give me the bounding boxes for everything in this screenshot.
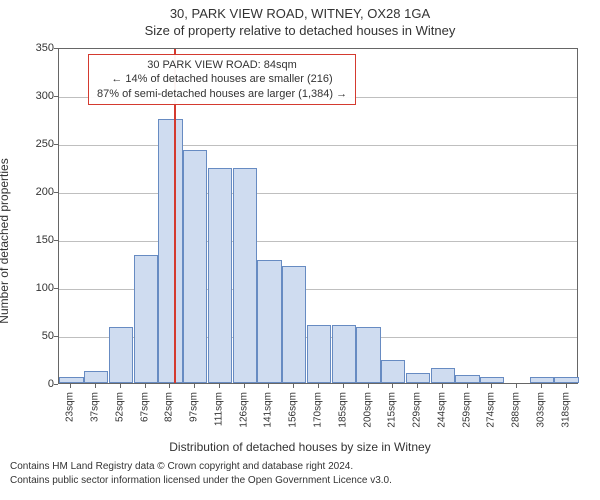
xtick-label: 185sqm xyxy=(337,392,348,428)
xtick-mark xyxy=(268,384,269,388)
histogram-bar xyxy=(431,368,455,383)
xtick-label: 141sqm xyxy=(263,392,274,428)
histogram-bar xyxy=(84,371,108,383)
xtick-label: 126sqm xyxy=(238,392,249,428)
xtick-mark xyxy=(70,384,71,388)
xtick-mark xyxy=(293,384,294,388)
xtick-label: 259sqm xyxy=(461,392,472,428)
ytick-label: 250 xyxy=(14,138,54,150)
xtick-label: 111sqm xyxy=(213,392,224,426)
gridline xyxy=(59,241,577,242)
histogram-bar xyxy=(332,325,356,383)
histogram-bar xyxy=(257,260,281,383)
footer-line-1: Contains HM Land Registry data © Crown c… xyxy=(10,460,590,474)
xtick-label: 67sqm xyxy=(139,392,150,422)
xtick-label: 318sqm xyxy=(560,392,571,428)
footer-credits: Contains HM Land Registry data © Crown c… xyxy=(0,454,600,487)
footer-line-2: Contains public sector information licen… xyxy=(10,474,590,488)
histogram-bar xyxy=(59,377,83,383)
xtick-mark xyxy=(491,384,492,388)
xtick-mark xyxy=(244,384,245,388)
xtick-mark xyxy=(417,384,418,388)
xtick-mark xyxy=(169,384,170,388)
histogram-bar xyxy=(381,360,405,383)
histogram-bar xyxy=(455,375,479,383)
histogram-bar xyxy=(282,266,306,383)
histogram-bar xyxy=(480,377,504,383)
xtick-label: 200sqm xyxy=(362,392,373,428)
xtick-mark xyxy=(541,384,542,388)
ytick-label: 300 xyxy=(14,90,54,102)
histogram-bar xyxy=(208,168,232,383)
xtick-mark xyxy=(145,384,146,388)
xtick-label: 97sqm xyxy=(189,392,200,422)
annotation-line-3: 87% of semi-detached houses are larger (… xyxy=(97,87,347,101)
histogram-bar xyxy=(134,255,158,383)
xtick-mark xyxy=(95,384,96,388)
xtick-mark xyxy=(442,384,443,388)
xtick-label: 244sqm xyxy=(436,392,447,428)
gridline xyxy=(59,145,577,146)
xtick-mark xyxy=(194,384,195,388)
xtick-mark xyxy=(566,384,567,388)
xtick-mark xyxy=(343,384,344,388)
ytick-label: 350 xyxy=(14,42,54,54)
xtick-label: 52sqm xyxy=(114,392,125,422)
xtick-mark xyxy=(392,384,393,388)
xtick-mark xyxy=(368,384,369,388)
histogram-bar xyxy=(233,168,257,383)
xtick-label: 288sqm xyxy=(511,392,522,428)
ytick-label: 50 xyxy=(14,330,54,342)
xtick-mark xyxy=(318,384,319,388)
annotation-line-1: 30 PARK VIEW ROAD: 84sqm xyxy=(97,58,347,72)
ytick-label: 150 xyxy=(14,234,54,246)
xtick-label: 303sqm xyxy=(535,392,546,428)
xtick-label: 23sqm xyxy=(65,392,76,422)
xtick-label: 274sqm xyxy=(486,392,497,428)
xtick-label: 170sqm xyxy=(313,392,324,428)
xtick-mark xyxy=(219,384,220,388)
histogram-bar xyxy=(554,377,578,383)
ytick-label: 0 xyxy=(14,378,54,390)
histogram-bar xyxy=(109,327,133,383)
annotation-box: 30 PARK VIEW ROAD: 84sqm ← 14% of detach… xyxy=(88,54,356,105)
x-axis-title: Distribution of detached houses by size … xyxy=(0,440,600,454)
histogram-bar xyxy=(307,325,331,383)
y-axis-title: Number of detached properties xyxy=(0,76,11,241)
histogram-bar xyxy=(356,327,380,383)
xtick-mark xyxy=(516,384,517,388)
histogram-bar xyxy=(530,377,554,383)
chart-title-sub: Size of property relative to detached ho… xyxy=(0,21,600,42)
xtick-label: 82sqm xyxy=(164,392,175,422)
xtick-label: 229sqm xyxy=(412,392,423,428)
xtick-label: 156sqm xyxy=(288,392,299,428)
xtick-mark xyxy=(120,384,121,388)
histogram-bar xyxy=(406,373,430,383)
annotation-line-2: ← 14% of detached houses are smaller (21… xyxy=(97,72,347,86)
xtick-mark xyxy=(467,384,468,388)
ytick-mark xyxy=(54,384,58,385)
ytick-label: 100 xyxy=(14,282,54,294)
chart-title-main: 30, PARK VIEW ROAD, WITNEY, OX28 1GA xyxy=(0,0,600,21)
histogram-bar xyxy=(158,119,182,383)
xtick-label: 37sqm xyxy=(90,392,101,422)
gridline xyxy=(59,193,577,194)
chart-area: Number of detached properties 0 50 100 150 2… xyxy=(0,42,600,440)
ytick-label: 200 xyxy=(14,186,54,198)
xtick-label: 215sqm xyxy=(387,392,398,428)
histogram-bar xyxy=(183,150,207,383)
